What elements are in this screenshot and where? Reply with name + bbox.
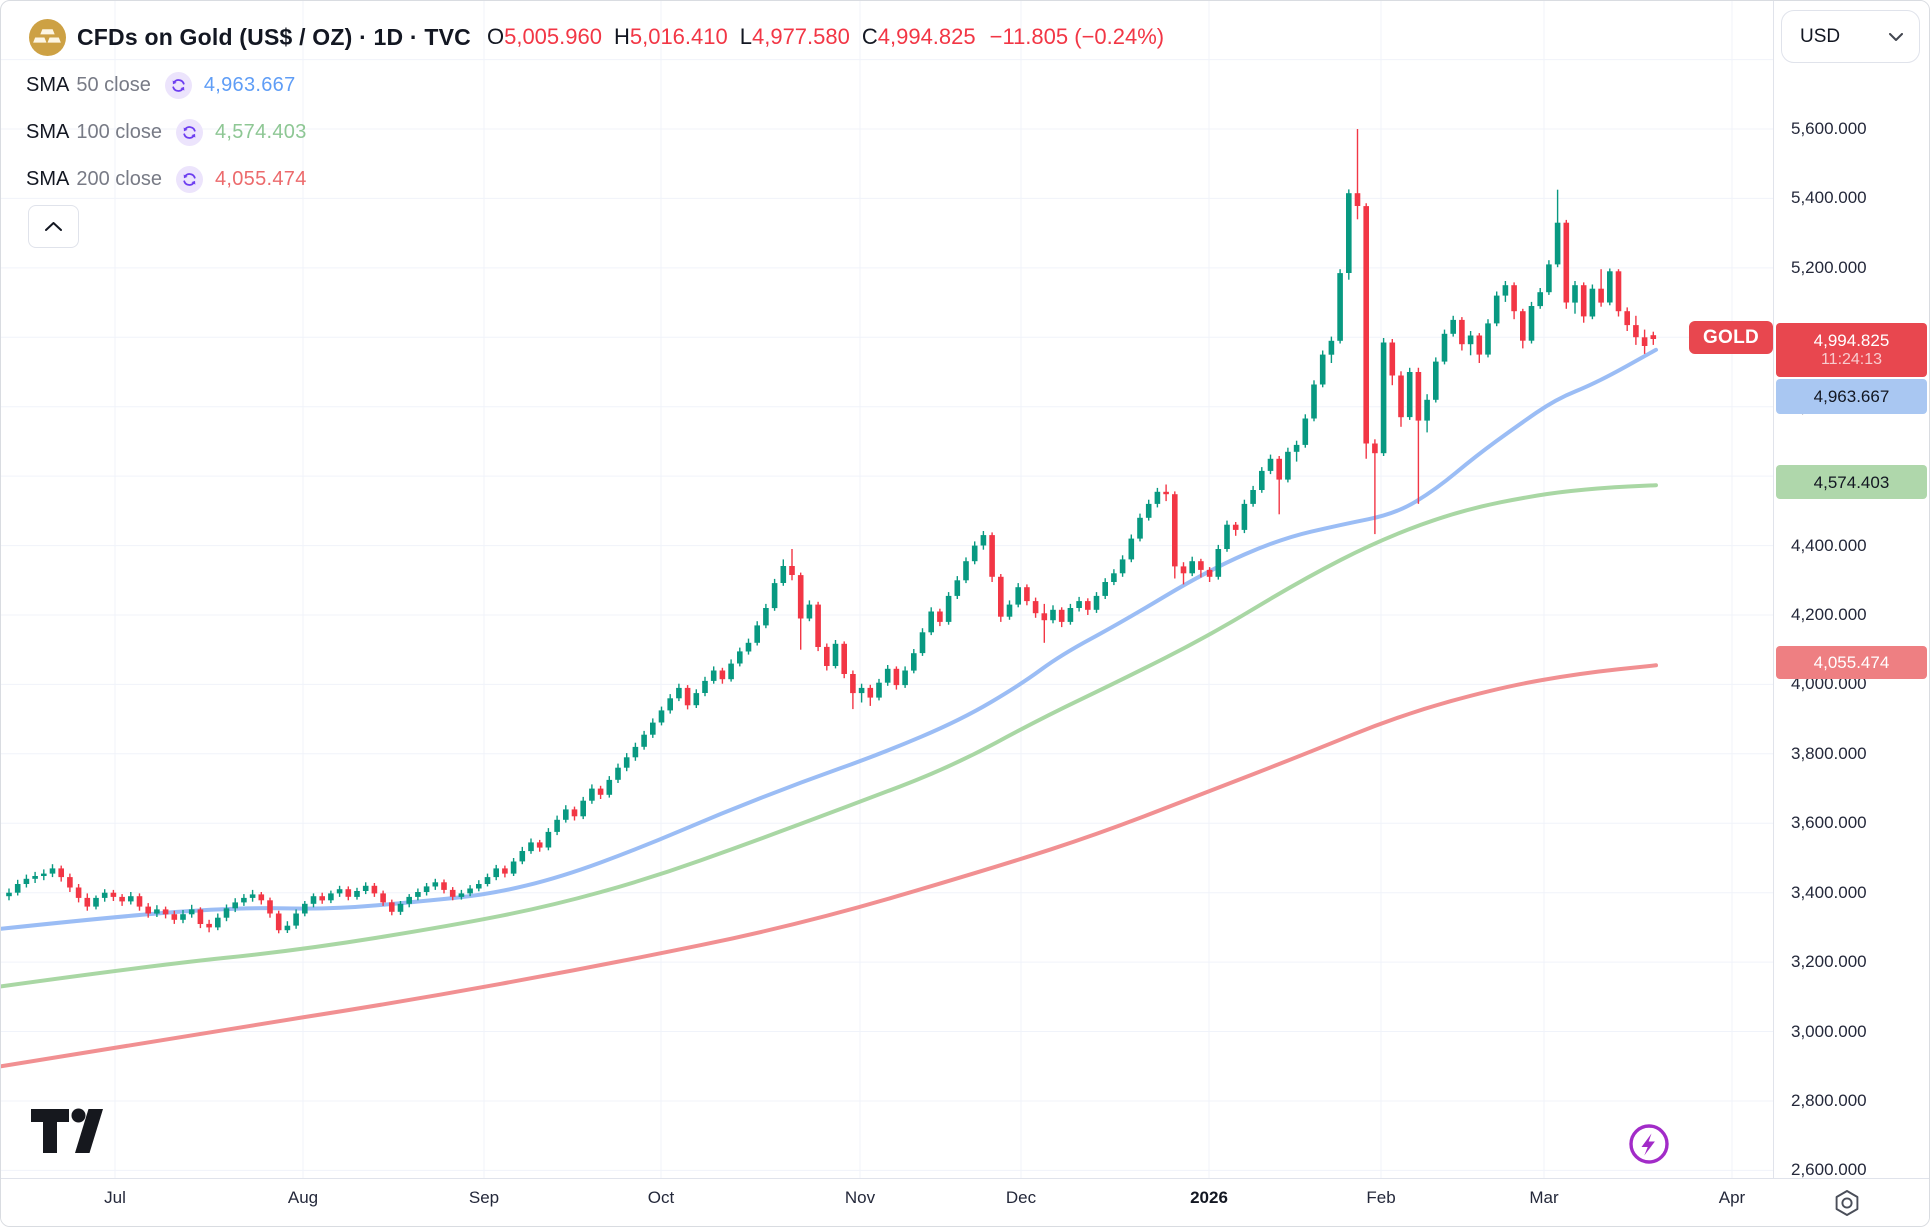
- time-tick-label: Sep: [468, 1188, 500, 1207]
- price-tick-label: 3,200.000: [1791, 952, 1867, 971]
- time-axis[interactable]: Jul Aug Sep Oct Nov Dec 2026 Feb Mar Apr: [1, 1178, 1929, 1226]
- currency-value: USD: [1800, 25, 1841, 47]
- indicator-params: 100 close: [76, 121, 162, 143]
- chart-header: CFDs on Gold (US$ / OZ) · 1D · TVC O5,00…: [29, 15, 1164, 59]
- indicator-legend: SMA 50 close 4,963.667 SMA 100 close 4,574.40…: [26, 62, 307, 203]
- legend-item-sma-200[interactable]: SMA 200 close 4,055.474: [26, 156, 307, 203]
- sma50-price-axis-label: 4,963.667: [1776, 379, 1927, 414]
- price-tick-label: 2,600.000: [1791, 1160, 1867, 1179]
- candlestick-chart[interactable]: [1, 1, 1773, 1178]
- lightning-icon[interactable]: [1627, 1122, 1671, 1166]
- price-tick-label: 3,600.000: [1791, 813, 1867, 832]
- price-tick-label: 4,200.000: [1791, 605, 1867, 624]
- refresh-icon[interactable]: [175, 166, 203, 193]
- tradingview-logo[interactable]: [31, 1107, 107, 1155]
- chevron-down-icon: [1889, 32, 1903, 41]
- chart-plot-area[interactable]: GOLD: [1, 1, 1773, 1178]
- indicator-value: 4,055.474: [214, 168, 307, 190]
- chevron-up-icon: [45, 222, 62, 231]
- settings-hexagon-icon[interactable]: [1831, 1187, 1863, 1219]
- time-tick-label: Aug: [287, 1188, 319, 1207]
- indicator-value: 4,963.667: [203, 74, 296, 96]
- price-change: −11.805 (−0.24%): [989, 24, 1165, 49]
- refresh-icon[interactable]: [164, 72, 192, 99]
- time-tick-label: Oct: [647, 1188, 675, 1207]
- legend-item-sma-50[interactable]: SMA 50 close 4,963.667: [26, 62, 307, 109]
- ohlc-pair: H5,016.410: [613, 24, 728, 49]
- sma100-price-axis-label: 4,574.403: [1776, 465, 1927, 499]
- time-tick-label: Jul: [104, 1188, 126, 1207]
- time-tick-label: Mar: [1529, 1188, 1559, 1207]
- indicator-value: 4,574.403: [214, 121, 307, 143]
- time-tick-label: Nov: [844, 1188, 876, 1207]
- indicator-params: 50 close: [76, 74, 151, 96]
- time-tick-label: Feb: [1366, 1188, 1396, 1207]
- price-tick-label: 5,200.000: [1791, 258, 1867, 277]
- price-tick-label: 4,400.000: [1791, 536, 1867, 555]
- legend-item-sma-100[interactable]: SMA 100 close 4,574.403: [26, 109, 307, 156]
- ohlc-pair: C4,994.825: [861, 24, 976, 49]
- indicator-name: SMA: [26, 168, 70, 190]
- time-tick-label: Apr: [1718, 1188, 1746, 1207]
- sma200-price-axis-label: 4,055.474: [1776, 646, 1927, 679]
- gold-coin-icon: [29, 18, 66, 56]
- currency-selector[interactable]: USD: [1781, 10, 1920, 63]
- price-tick-label: 5,600.000: [1791, 119, 1867, 138]
- collapse-legend-button[interactable]: [28, 205, 79, 248]
- price-tick-label: 3,800.000: [1791, 744, 1867, 763]
- symbol-axis-label: GOLD: [1689, 321, 1773, 354]
- time-tick-label: 2026: [1190, 1188, 1228, 1207]
- price-tick-label: 2,800.000: [1791, 1091, 1867, 1110]
- price-axis[interactable]: 5,600.0005,400.0005,200.0005,000.0004,80…: [1773, 1, 1929, 1179]
- last-price-axis-label: 4,994.825 11:24:13: [1776, 323, 1927, 377]
- time-tick-label: Dec: [1005, 1188, 1037, 1207]
- indicator-params: 200 close: [76, 168, 162, 190]
- ohlc-values: O5,005.960 H5,016.410 L4,977.580 C4,994.825: [487, 24, 988, 50]
- price-tick-label: 3,000.000: [1791, 1022, 1867, 1041]
- price-tick-label: 5,400.000: [1791, 188, 1867, 207]
- symbol-title[interactable]: CFDs on Gold (US$ / OZ) · 1D · TVC: [77, 23, 471, 50]
- ohlc-pair: O5,005.960: [486, 24, 602, 49]
- refresh-icon[interactable]: [175, 119, 203, 146]
- ohlc-pair: L4,977.580: [739, 24, 850, 49]
- price-tick-label: 3,400.000: [1791, 883, 1867, 902]
- indicator-name: SMA: [26, 121, 70, 143]
- indicator-name: SMA: [26, 74, 70, 96]
